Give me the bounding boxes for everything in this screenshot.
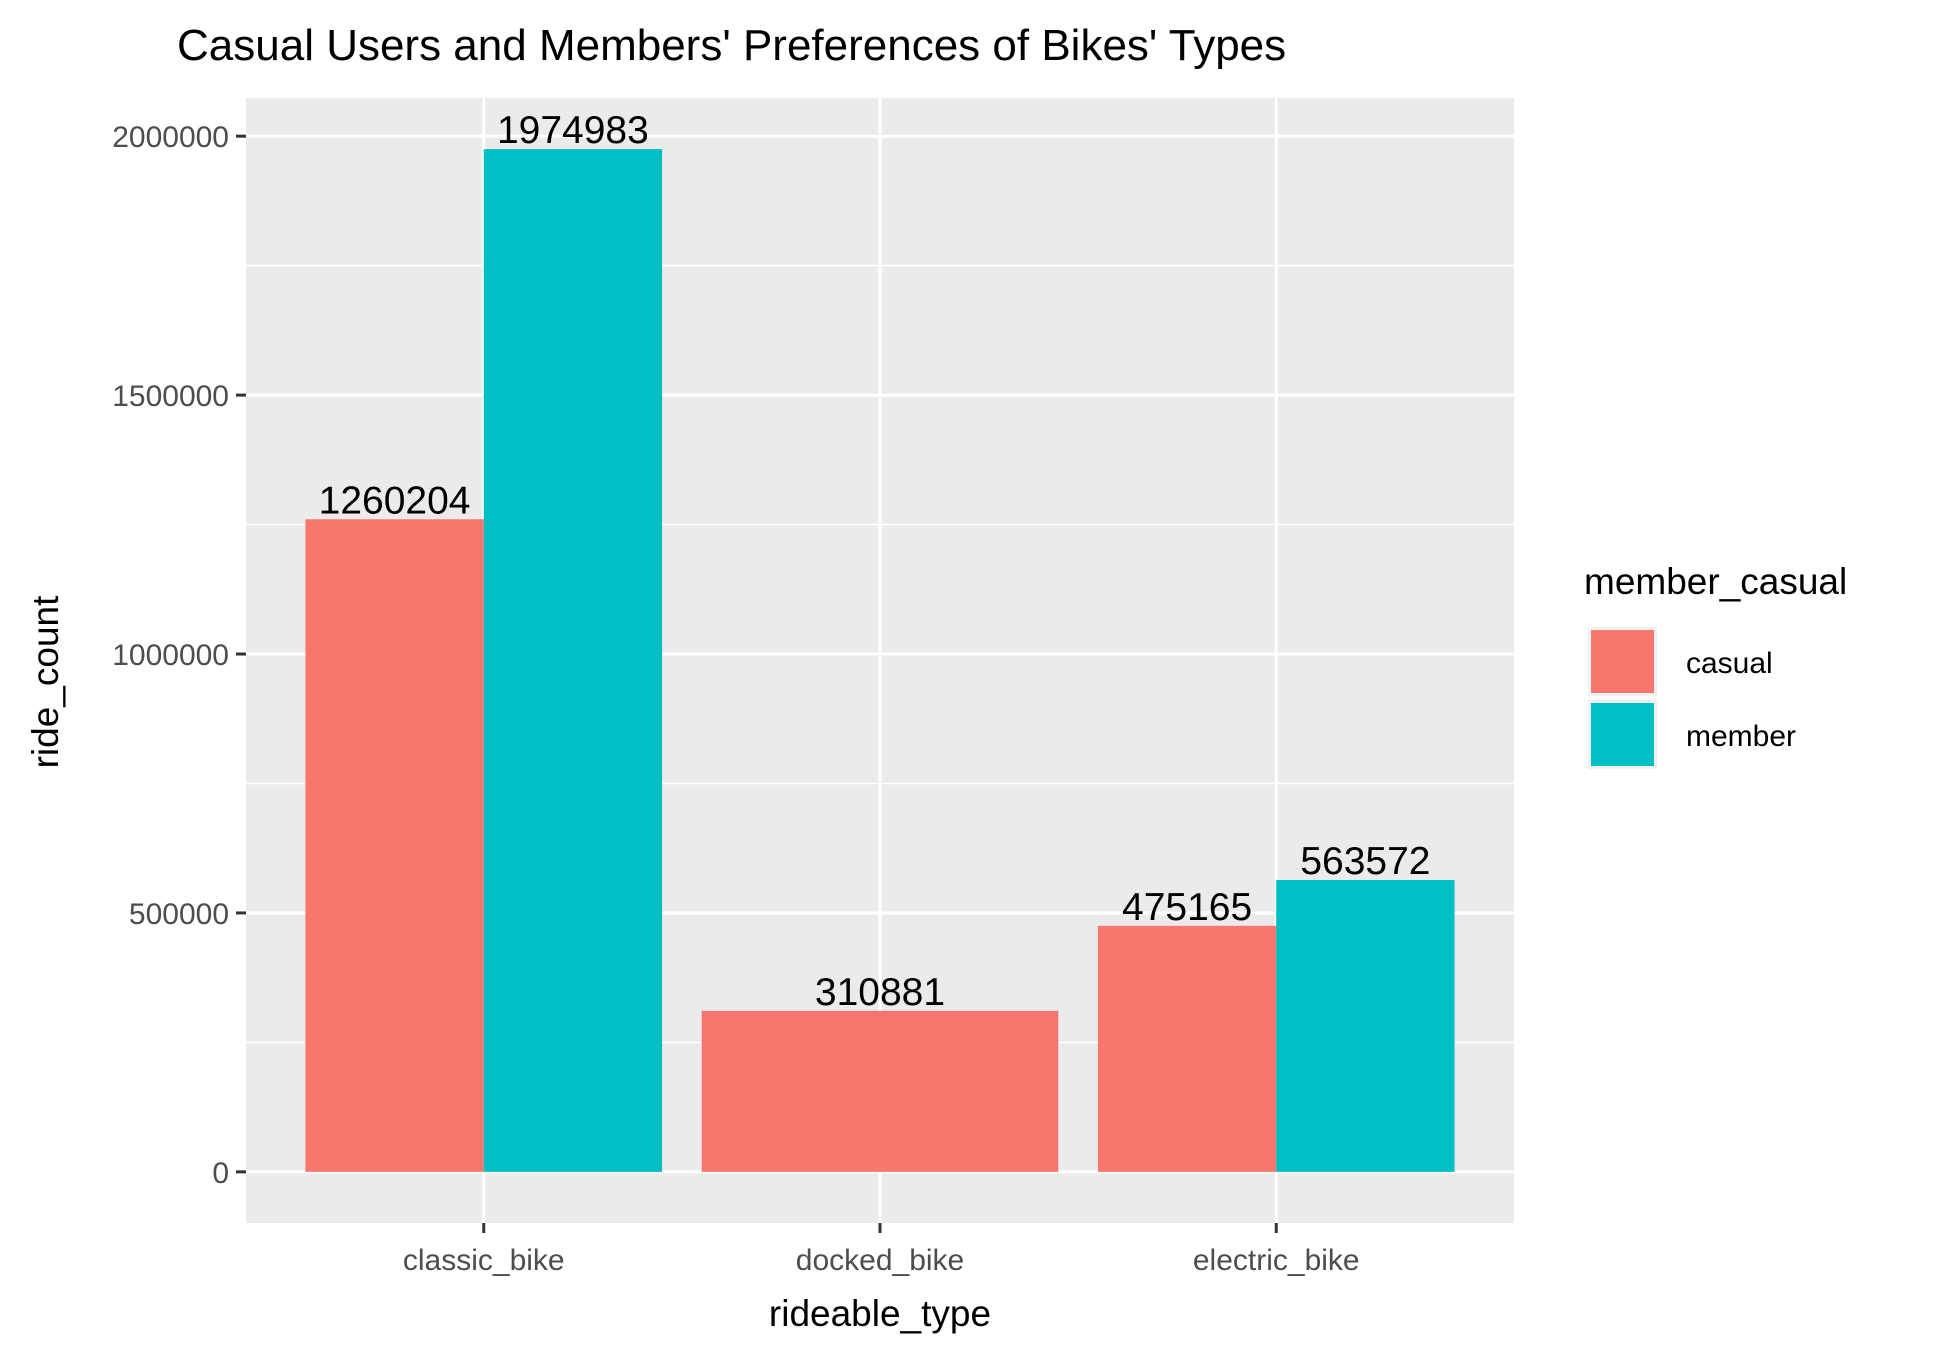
y-tick-label: 2000000 [112,121,229,154]
data-label-member-classic_bike: 1974983 [497,109,649,152]
bar-member-electric_bike [1276,880,1455,1172]
legend-title: member_casual [1584,561,1847,602]
data-label-casual-classic_bike: 1260204 [319,479,471,522]
data-label-member-electric_bike: 563572 [1300,840,1430,883]
y-tick-label: 1000000 [112,639,229,672]
y-axis: 0 500000 1000000 1500000 2000000 [112,121,246,1190]
bars [305,149,1455,1172]
legend-label-casual: casual [1686,647,1773,680]
y-axis-title: ride_count [25,595,66,769]
x-tick-label: classic_bike [403,1244,565,1277]
legend-label-member: member [1686,720,1796,753]
data-label-casual-electric_bike: 475165 [1122,886,1252,929]
x-tick-label: electric_bike [1193,1244,1360,1277]
chart-title: Casual Users and Members' Preferences of… [177,21,1286,70]
legend-swatch-member [1591,703,1654,766]
y-tick-label: 500000 [129,898,229,931]
y-tick-label: 0 [212,1157,229,1190]
y-tick-label: 1500000 [112,380,229,413]
legend-swatch-casual [1591,630,1654,693]
data-labels: 1260204 1974983 310881 475165 563572 [319,109,1431,1014]
x-axis-title: rideable_type [769,1293,991,1334]
bar-casual-docked_bike [701,1010,1059,1172]
bar-casual-electric_bike [1097,925,1277,1172]
legend: member_casual casual member [1584,561,1847,769]
data-label-casual-docked_bike: 310881 [815,971,945,1014]
bar-member-classic_bike [483,149,663,1172]
bar-casual-classic_bike [305,519,484,1172]
x-tick-label: docked_bike [796,1244,964,1277]
x-axis: classic_bike docked_bike electric_bike [403,1223,1360,1277]
